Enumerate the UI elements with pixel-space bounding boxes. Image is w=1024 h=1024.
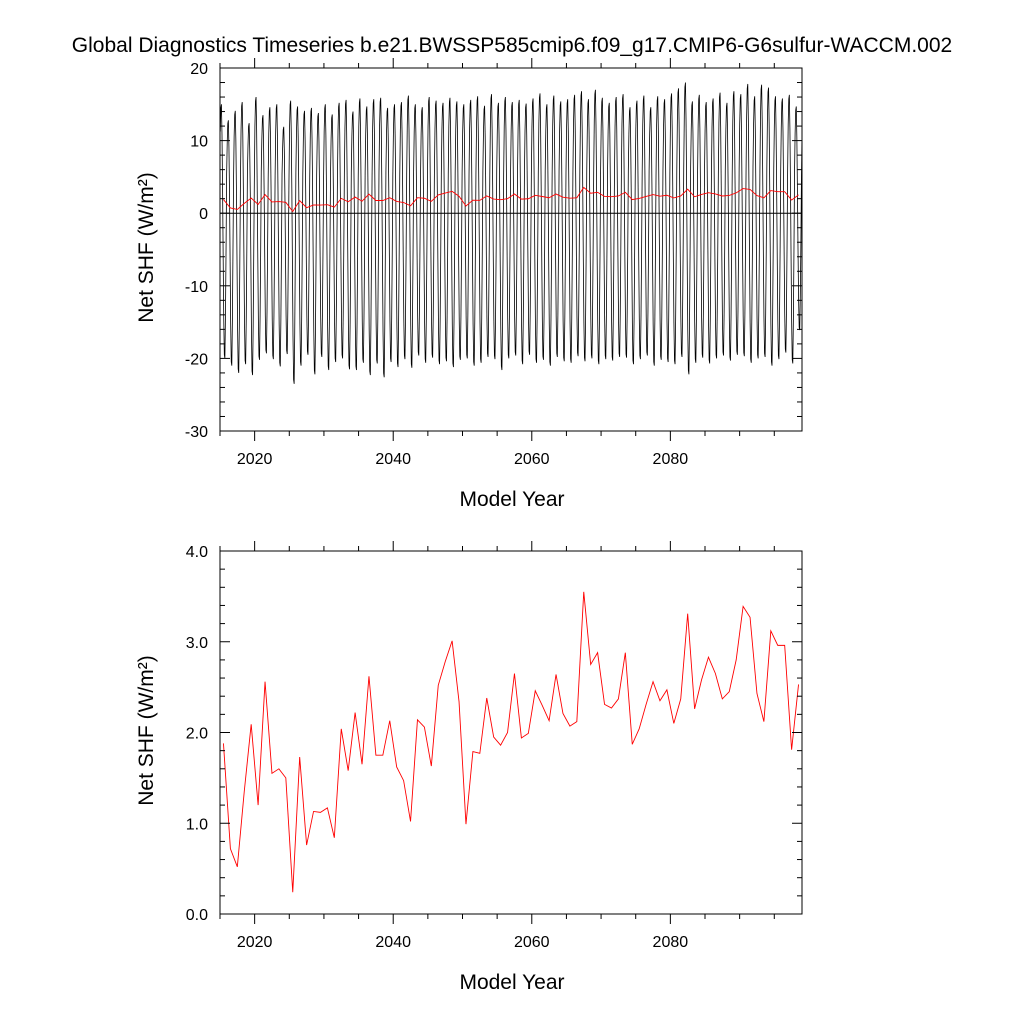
y-tick-label: -20 xyxy=(185,351,208,368)
x-tick-label: 2080 xyxy=(653,451,689,468)
x-tick-label: 2020 xyxy=(237,451,273,468)
y-tick-label: -30 xyxy=(185,424,208,441)
y-tick-label: 20 xyxy=(190,61,208,78)
x-tick-label: 2020 xyxy=(237,934,273,951)
top-panel-timeseries: 2020 2040 2060 2080 -30 -20 -10 0 10 20 Model Year… xyxy=(135,58,803,511)
x-axis-label: Model Year xyxy=(459,971,564,994)
figure-title: Global Diagnostics Timeseries b.e21.BWSS… xyxy=(72,34,952,57)
y-tick-label: -10 xyxy=(185,279,208,296)
y-tick-label: 2.0 xyxy=(186,726,208,743)
x-tick-label: 2060 xyxy=(514,451,550,468)
x-tick-label: 2080 xyxy=(653,934,689,951)
x-tick-label: 2040 xyxy=(375,451,411,468)
bottom-panel-annual-mean: 2020 2040 2060 2080 0.0 1.0 2.0 3.0 4.0 Model Yea… xyxy=(135,541,803,994)
annual-mean-series-line xyxy=(223,186,799,213)
annual-mean-series-line xyxy=(223,591,799,893)
y-tick-label: 1.0 xyxy=(186,816,208,833)
plot-frame xyxy=(219,550,803,915)
y-tick-label: 3.0 xyxy=(186,635,208,652)
plot-frame xyxy=(219,67,803,432)
plot-area xyxy=(223,591,799,893)
x-tick-label: 2040 xyxy=(375,934,411,951)
y-tick-label: 10 xyxy=(190,134,208,151)
y-axis-label: Net SHF (W/m²) xyxy=(135,172,158,322)
x-axis-label: Model Year xyxy=(459,488,564,511)
x-tick-label: 2060 xyxy=(514,934,550,951)
monthly-series-line xyxy=(220,82,802,384)
y-tick-label: 0 xyxy=(199,206,208,223)
y-axis-label: Net SHF (W/m²) xyxy=(135,655,158,805)
plot-area xyxy=(220,82,802,384)
y-tick-label: 4.0 xyxy=(186,544,208,561)
y-tick-label: 0.0 xyxy=(186,907,208,924)
